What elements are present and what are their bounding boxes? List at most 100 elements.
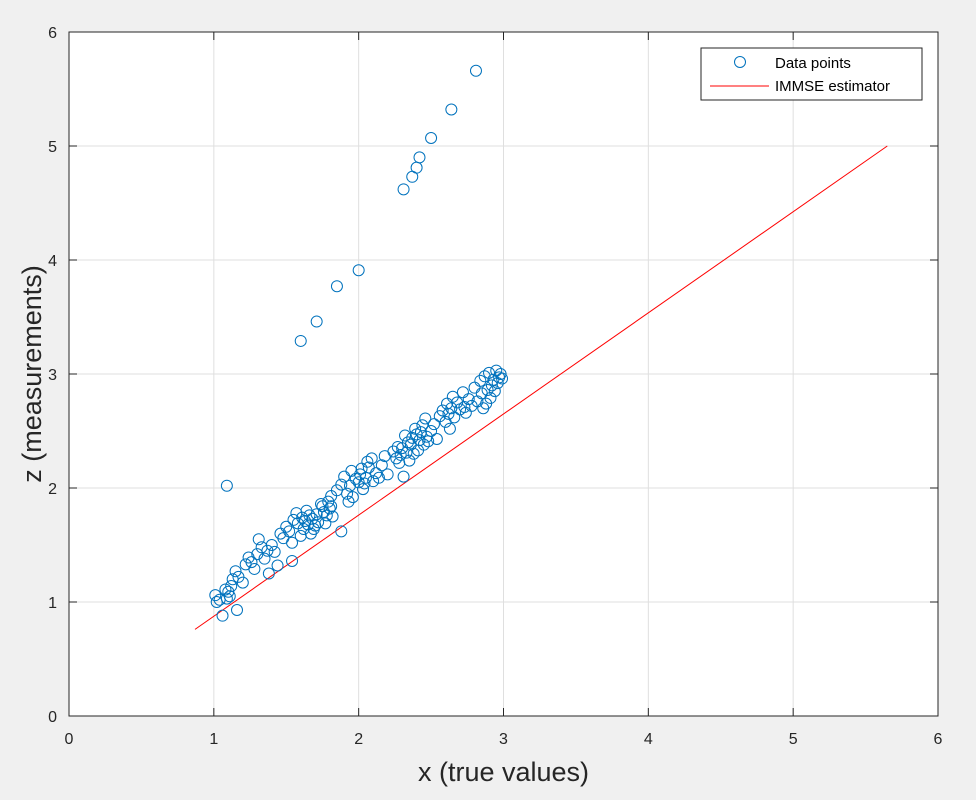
- x-tick-label: 0: [65, 731, 74, 748]
- legend-label-immse-estimator: IMMSE estimator: [775, 78, 890, 95]
- data-point: [394, 448, 407, 461]
- data-point: [286, 554, 299, 567]
- data-point: [262, 567, 275, 580]
- data-point: [220, 592, 233, 605]
- data-point: [391, 440, 404, 453]
- data-point: [342, 495, 355, 508]
- data-point: [491, 377, 504, 390]
- y-tick-label: 1: [48, 595, 57, 612]
- data-points: [209, 64, 509, 622]
- data-point: [268, 545, 281, 558]
- data-point: [488, 385, 501, 398]
- data-point: [252, 533, 265, 546]
- data-point: [330, 280, 343, 293]
- data-point: [361, 455, 374, 468]
- data-point: [365, 452, 378, 465]
- data-point: [335, 525, 348, 538]
- data-point: [346, 491, 359, 504]
- data-point: [297, 523, 310, 536]
- data-point: [248, 562, 261, 575]
- data-point: [397, 183, 410, 196]
- data-point: [399, 429, 412, 442]
- data-point: [306, 512, 319, 525]
- data-point: [443, 422, 456, 435]
- data-point: [236, 576, 249, 589]
- data-point: [458, 401, 471, 414]
- data-point: [381, 468, 394, 481]
- data-point: [425, 425, 438, 437]
- data-point: [430, 432, 443, 445]
- data-point: [413, 151, 426, 164]
- x-tick-labels: 0 1 2 3 4 5 6: [65, 731, 943, 748]
- data-point: [474, 374, 487, 387]
- y-tick-label: 0: [48, 709, 57, 726]
- data-point: [323, 502, 336, 515]
- x-tick-label: 2: [354, 731, 363, 748]
- x-axis-title: x (true values): [418, 757, 589, 787]
- data-point: [245, 556, 258, 569]
- y-tick-label: 3: [48, 367, 57, 384]
- data-point: [335, 478, 348, 491]
- data-point: [400, 446, 413, 459]
- data-point: [219, 583, 232, 596]
- data-point: [436, 404, 449, 417]
- data-point: [427, 418, 440, 431]
- x-tick-label: 1: [209, 731, 218, 748]
- data-point: [413, 434, 426, 447]
- x-tick-label: 6: [934, 731, 943, 748]
- data-point: [310, 315, 323, 328]
- data-point: [451, 396, 464, 409]
- data-point: [469, 64, 482, 77]
- data-point: [303, 509, 316, 522]
- y-tick-labels: 0 1 2 3 4 5 6: [48, 25, 57, 726]
- data-point: [231, 603, 244, 616]
- data-point: [494, 368, 507, 380]
- data-point: [258, 552, 271, 565]
- y-axis-title: z (measurements): [17, 265, 47, 483]
- data-point: [478, 370, 491, 383]
- data-point: [341, 487, 354, 500]
- data-point: [483, 366, 496, 379]
- data-point: [265, 539, 278, 551]
- data-point: [484, 391, 497, 404]
- data-point: [406, 431, 419, 444]
- legend-marker-data-points: [734, 56, 746, 68]
- data-point: [425, 132, 438, 145]
- data-point: [401, 436, 414, 449]
- x-tick-label: 3: [499, 731, 508, 748]
- data-point: [326, 510, 339, 523]
- data-point: [367, 475, 380, 488]
- data-point: [407, 447, 420, 460]
- data-point: [220, 479, 233, 492]
- data-point: [294, 334, 307, 347]
- data-point: [419, 412, 432, 425]
- data-point: [357, 483, 370, 496]
- data-point: [372, 471, 385, 484]
- data-point: [286, 536, 299, 549]
- y-tick-label: 2: [48, 481, 57, 498]
- data-point: [448, 411, 461, 424]
- data-point: [485, 379, 498, 392]
- data-point: [225, 580, 238, 593]
- data-point: [416, 419, 429, 432]
- data-point: [352, 476, 365, 489]
- y-tick-label: 5: [48, 139, 57, 156]
- data-point: [222, 585, 235, 598]
- data-point: [352, 264, 365, 277]
- data-point: [216, 609, 229, 622]
- data-point: [445, 103, 458, 116]
- data-point: [490, 364, 503, 377]
- y-tick-label: 6: [48, 25, 57, 42]
- immse-estimator-line: [194, 145, 888, 630]
- data-point: [462, 393, 475, 406]
- axis-ticks: [68, 31, 939, 717]
- data-point: [409, 422, 422, 435]
- data-point: [271, 559, 284, 572]
- x-tick-label: 5: [789, 731, 798, 748]
- data-point: [283, 525, 296, 538]
- data-point: [397, 470, 410, 483]
- data-point: [223, 590, 236, 603]
- legend-label-data-points: Data points: [775, 55, 851, 72]
- data-point: [496, 372, 509, 385]
